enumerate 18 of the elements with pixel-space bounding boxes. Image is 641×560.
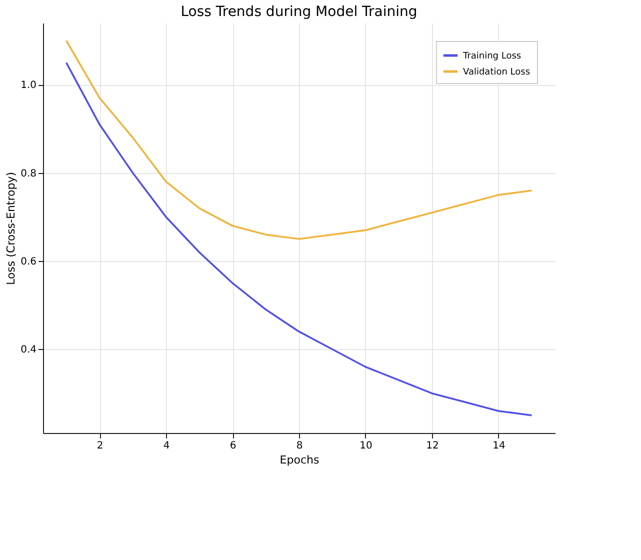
line-series [65,62,533,416]
x-tick-label: 6 [230,440,236,452]
legend-label: Training Loss [462,52,522,62]
x-tick-label: 12 [426,440,439,452]
line-series [65,40,533,240]
y-tick-label: 0.4 [20,344,36,356]
x-tick-label: 10 [360,440,372,452]
y-tick-label: 1.0 [20,80,36,92]
x-tick-label: 14 [492,440,506,452]
x-axis-title: Epochs [280,454,320,466]
chart-title: Loss Trends during Model Training [180,4,418,20]
x-tick-label: 2 [96,440,104,452]
y-tick-label: 0.6 [20,256,36,268]
legend-label: Validation Loss [463,68,530,78]
y-tick-label: 0.8 [20,168,36,180]
x-tick-label: 4 [163,440,170,452]
x-tick-label: 8 [296,440,303,452]
y-axis-title: Loss (Cross-Entropy) [4,172,18,286]
